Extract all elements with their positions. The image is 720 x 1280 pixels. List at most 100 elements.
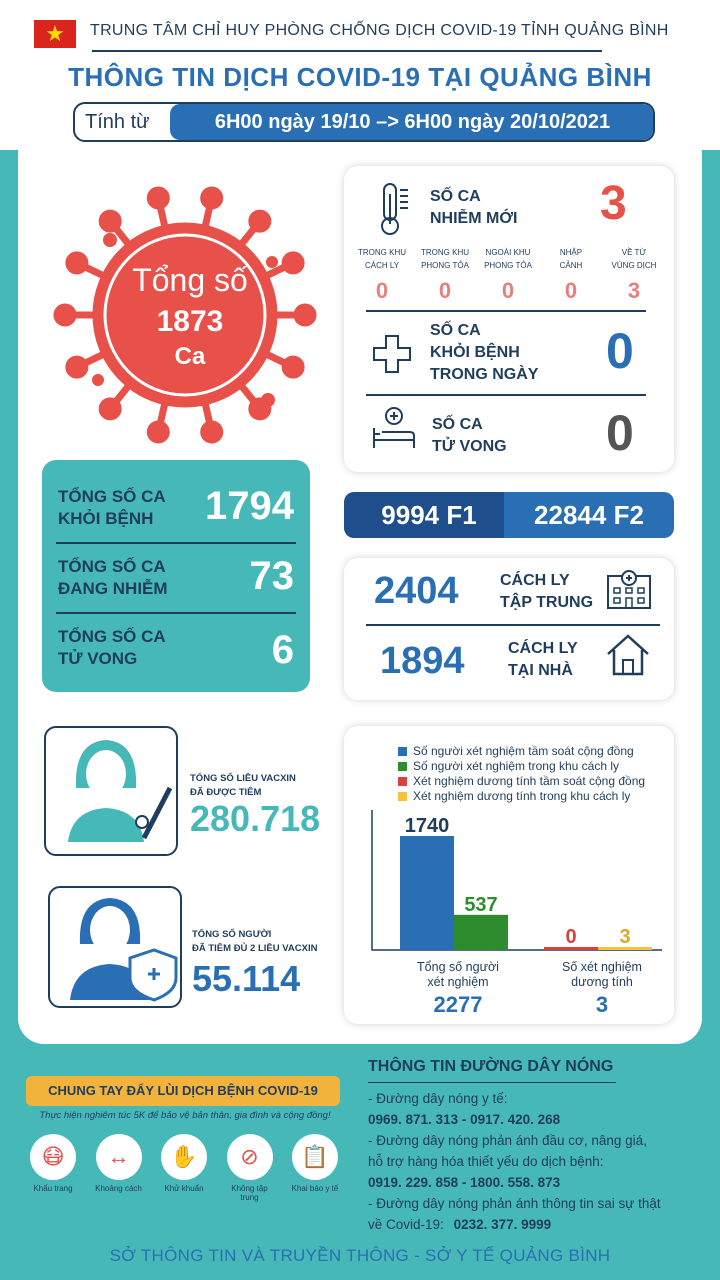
vaccinated-woman-icon	[68, 740, 173, 842]
card-divider	[366, 394, 646, 396]
daily-cases-card: SỐ CA NHIỄM MỚI 3 TRONG KHU CÁCH LY 0 TRONG…	[344, 166, 674, 472]
bar-value-label: 537	[464, 894, 497, 916]
campaign-subtitle: Thực hiện nghiêm túc 5K để bảo vệ bản th…	[39, 1110, 331, 1121]
legend-label: Số người xét nghiệm tầm soát cộng đồng	[413, 744, 634, 758]
totals-divider	[56, 612, 296, 614]
vaccine-doses-value: 280.718	[190, 798, 321, 839]
breakdown-item: NHẬP CẢNH 0	[541, 246, 601, 304]
breakdown-item: TRONG KHU CÁCH LY 0	[352, 246, 412, 304]
group1-label-line1: Tổng số người	[417, 960, 499, 974]
bar-value-label: 0	[565, 926, 576, 948]
hotline-misinfo-prefix: về Covid-19:	[368, 1217, 444, 1232]
testing-bar-chart: 1740 537 0 3	[371, 810, 662, 951]
hotline-title: THÔNG TIN ĐƯỜNG DÂY NÓNG	[368, 1058, 614, 1075]
total-deaths-value: 6	[271, 628, 294, 672]
breakdown-label-line1: VỀ TỪ	[621, 248, 647, 257]
breakdown-value: 3	[627, 278, 641, 303]
fully-vaccinated-label-line1: TỔNG SỐ NGƯỜI	[192, 929, 272, 940]
distance-icon: ↔	[95, 1134, 142, 1180]
new-cases-label-line2: NHIỄM MỚI	[430, 210, 518, 227]
group1-label: Tổng số người xét nghiệm	[396, 960, 520, 990]
new-cases-label: SỐ CA NHIỄM MỚI	[430, 186, 517, 230]
totals-box: TỔNG SỐ CA KHỎI BỆNH 1794 TỔNG SỐ CA ĐAN…	[42, 460, 310, 692]
new-cases-label-line1: SỐ CA	[430, 188, 481, 205]
virus-spike-tip	[98, 209, 122, 233]
deaths-today-label: SỐ CA TỬ VONG	[432, 414, 507, 458]
total-deaths-label-line2: TỬ VONG	[58, 649, 138, 668]
total-deaths-label: TỔNG SỐ CA TỬ VONG	[58, 626, 166, 670]
hotline-list: - Đường dây nóng y tế: 0969. 871. 313 - …	[368, 1088, 708, 1235]
total-cases-label: Tổng số	[132, 262, 248, 298]
home-isolation-label: CÁCH LY TẠI NHÀ	[508, 638, 578, 682]
total-recovered-value: 1794	[205, 484, 294, 528]
new-cases-breakdown: TRONG KHU CÁCH LY 0 TRONG KHU PHONG TỎA 0 NGOÀ…	[352, 246, 666, 306]
legend-swatch	[398, 792, 407, 801]
hospital-bed-icon	[373, 407, 415, 448]
legend-item: Số người xét nghiệm trong khu cách ly	[398, 759, 645, 774]
group1-total: 2277	[433, 992, 483, 1017]
legend-label: Xét nghiệm dương tính tầm soát cộng đồng	[413, 774, 646, 788]
house-icon	[607, 634, 649, 676]
breakdown-label-line1: NHẬP	[559, 248, 583, 257]
total-recovered-label-line1: TỔNG SỐ CA	[58, 487, 166, 506]
breakdown-value: 0	[438, 278, 452, 303]
mask-icon: 😷	[30, 1134, 76, 1180]
f2-value: 22844	[534, 500, 607, 530]
five-k-item: ✋ Khử khuẩn	[157, 1134, 211, 1214]
hotline-misinfo-number: 0232. 377. 9999	[453, 1217, 552, 1232]
virus-spike-tip	[98, 397, 122, 421]
legend-swatch	[398, 762, 407, 771]
centralized-isolation-label-line1: CÁCH LY	[500, 572, 570, 589]
hotline-price-numbers: 0919. 229. 858 - 1800. 558. 873	[368, 1175, 561, 1190]
total-recovered-label: TỔNG SỐ CA KHỎI BỆNH	[58, 486, 166, 530]
five-k-item: 📋 Khai báo y tế	[288, 1134, 342, 1214]
five-k-label: Khẩu trang	[33, 1184, 73, 1193]
bar	[598, 947, 652, 950]
f1-value: 9994	[381, 500, 440, 530]
card-divider	[366, 624, 660, 626]
legend-item: Xét nghiệm dương tính tầm soát cộng đồng	[398, 774, 645, 789]
period-label: Tính từ	[85, 111, 150, 133]
virus-spike-tip	[200, 186, 224, 210]
total-active-value: 73	[249, 554, 295, 598]
group1-label-line2: xét nghiệm	[427, 975, 489, 989]
virus-spike-tip	[53, 303, 77, 327]
bar-value-label: 3	[619, 926, 630, 948]
virus-spike-tip	[200, 420, 224, 444]
breakdown-value: 0	[564, 278, 578, 303]
recovered-today-label-line1: SỐ CA	[430, 322, 481, 339]
bar	[400, 836, 454, 950]
totals-divider	[56, 542, 296, 544]
vietnam-flag-icon: ★	[34, 20, 76, 48]
organization-title: TRUNG TÂM CHỈ HUY PHÒNG CHỐNG DỊCH COVID…	[90, 22, 669, 39]
virus-spike-tip	[293, 303, 317, 327]
centralized-isolation-label-line2: TẬP TRUNG	[500, 594, 594, 611]
breakdown-value: 0	[501, 278, 515, 303]
f1-contacts: 9994 F1	[344, 492, 514, 538]
bar-value-label: 1740	[405, 815, 450, 837]
total-active-label-line2: ĐANG NHIỄM	[58, 579, 168, 598]
thermometer-icon	[381, 183, 408, 235]
breakdown-item: VỀ TỪ VÙNG DỊCH 3	[604, 246, 664, 304]
fully-vaccinated-label: TỔNG SỐ NGƯỜI ĐÃ TIÊM ĐỦ 2 LIỀU VACXIN	[192, 928, 317, 956]
hotline-health-numbers: 0969. 871. 313 - 0917. 420. 268	[368, 1112, 561, 1127]
recovered-today-label: SỐ CA KHỎI BỆNH TRONG NGÀY	[430, 320, 538, 386]
group2-label-line2: dương tính	[571, 975, 633, 989]
chart-legend: Số người xét nghiệm tầm soát cộng đồng S…	[398, 744, 645, 804]
testing-chart-card: Số người xét nghiệm tầm soát cộng đồng S…	[344, 726, 674, 1024]
recovered-today-label-line3: TRONG NGÀY	[430, 366, 539, 383]
total-deaths-label-line1: TỔNG SỐ CA	[58, 627, 166, 646]
breakdown-label-line1: TRONG KHU	[358, 248, 406, 257]
five-k-row: 😷 Khẩu trang ↔ Khoảng cách ✋ Khử khuẩn ⊘ Không …	[26, 1134, 342, 1214]
hotline-misinfo-line: về Covid-19: 0232. 377. 9999	[368, 1214, 708, 1235]
header-divider	[92, 50, 602, 52]
legend-label: Số người xét nghiệm trong khu cách ly	[413, 759, 620, 773]
five-k-label: Không tập trung	[231, 1184, 268, 1202]
five-k-label: Khoảng cách	[95, 1184, 142, 1193]
fully-vaccinated-illustration	[48, 886, 182, 1008]
recovered-today-value: 0	[606, 323, 634, 379]
virus-spike-tip	[65, 251, 89, 275]
fully-vaccinated-woman-icon	[70, 898, 178, 1002]
total-cases-value: 1873	[156, 305, 224, 338]
period-value: 6H00 ngày 19/10 –> 6H00 ngày 20/10/2021	[170, 104, 653, 140]
